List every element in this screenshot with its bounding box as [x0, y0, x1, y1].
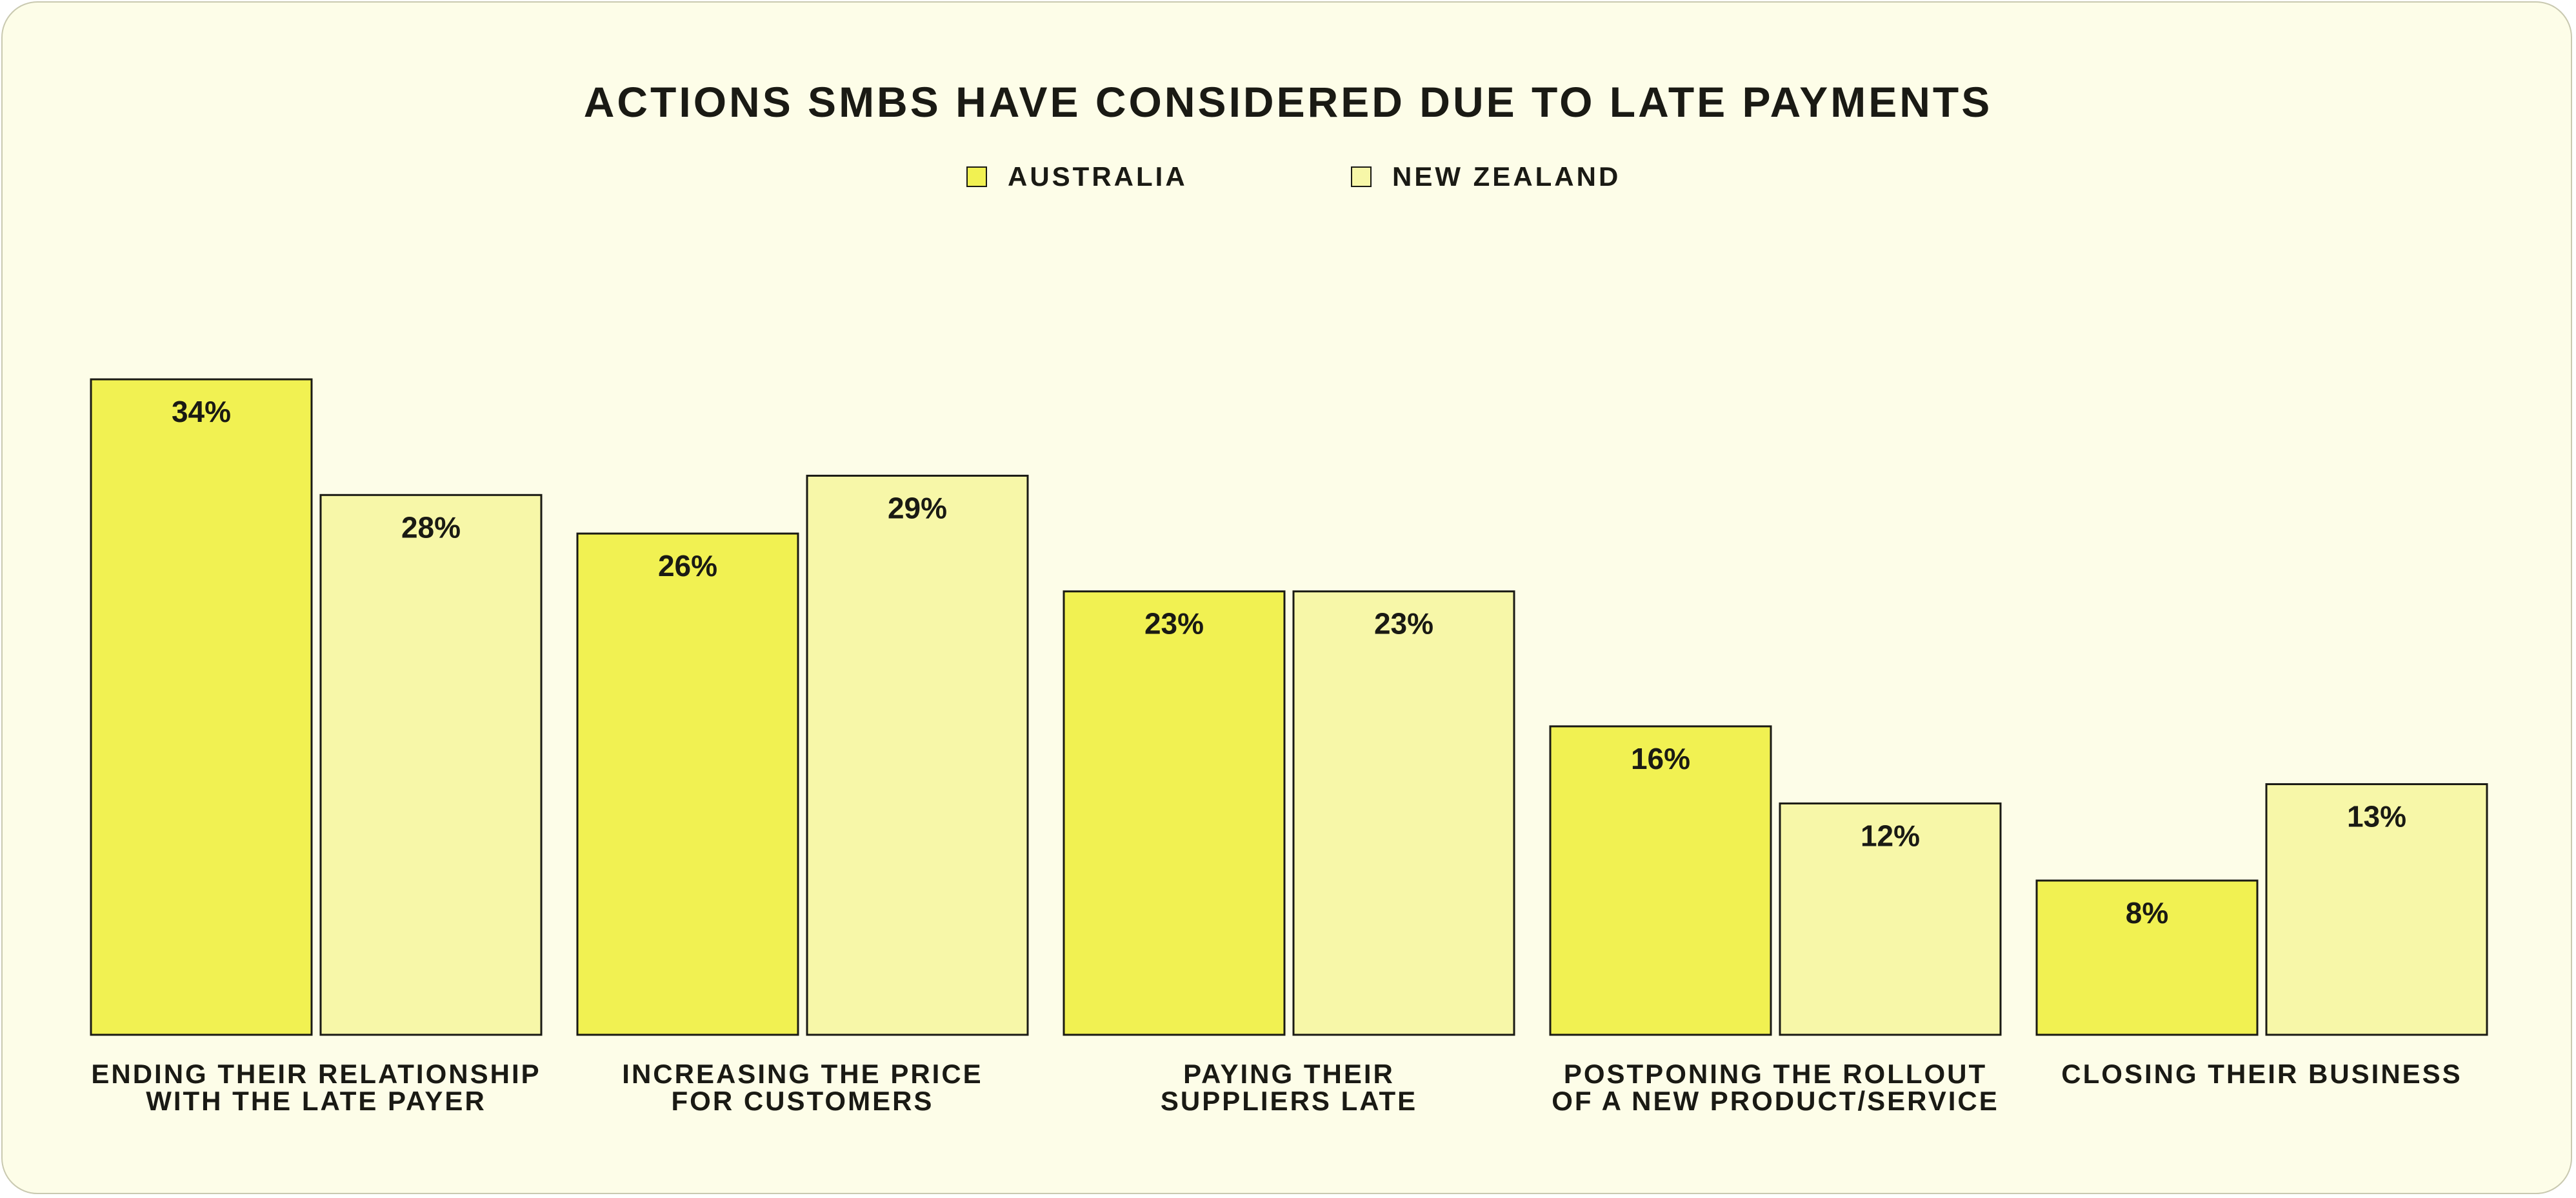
bar-new-zealand-1 — [319, 494, 543, 1036]
bar-australia-3 — [1063, 590, 1286, 1036]
bar-new-zealand-2 — [806, 474, 1029, 1036]
legend-swatch-new-zealand — [1351, 166, 1372, 187]
data-label-australia-4: 16% — [1631, 742, 1690, 775]
category-label-line: POSTPONING THE ROLLOUT — [1563, 1059, 1988, 1089]
category-label-line: INCREASING THE PRICE — [622, 1059, 983, 1089]
category-label-line: CLOSING THEIR BUSINESS — [2061, 1059, 2462, 1089]
bar-australia-2 — [576, 532, 799, 1036]
bar-australia-4 — [1549, 725, 1772, 1036]
data-label-australia-5: 8% — [2126, 896, 2168, 930]
data-label-australia-3: 23% — [1144, 607, 1204, 641]
category-label-5: CLOSING THEIR BUSINESS — [2017, 1061, 2507, 1088]
bar-plot: 34% 28% 26% 29% 23% 23% 16% 12% 8% 13% — [90, 378, 2488, 1036]
category-label-line: FOR CUSTOMERS — [671, 1086, 934, 1116]
category-label-3: PAYING THEIR SUPPLIERS LATE — [1044, 1061, 1534, 1115]
bar-australia-1 — [90, 378, 313, 1036]
data-label-new-zealand-5: 13% — [2347, 800, 2406, 834]
data-label-australia-1: 34% — [172, 395, 231, 428]
category-label-2: INCREASING THE PRICE FOR CUSTOMERS — [557, 1061, 1048, 1115]
legend-swatch-australia — [966, 166, 987, 187]
data-label-new-zealand-3: 23% — [1374, 607, 1433, 641]
category-label-line: WITH THE LATE PAYER — [146, 1086, 486, 1116]
data-label-australia-2: 26% — [658, 549, 717, 583]
category-label-4: POSTPONING THE ROLLOUT OF A NEW PRODUCT/S… — [1530, 1061, 2021, 1115]
category-label-line: SUPPLIERS LATE — [1160, 1086, 1418, 1116]
bar-new-zealand-5 — [2265, 783, 2488, 1036]
data-label-new-zealand-2: 29% — [888, 491, 947, 524]
legend-label-australia: AUSTRALIA — [1008, 161, 1188, 192]
category-label-line: ENDING THEIR RELATIONSHIP — [91, 1059, 541, 1089]
category-label-1: ENDING THEIR RELATIONSHIP WITH THE LATE P… — [71, 1061, 561, 1115]
bar-new-zealand-3 — [1292, 590, 1515, 1036]
legend-label-new-zealand: NEW ZEALAND — [1392, 161, 1621, 192]
bar-australia-5 — [2035, 879, 2259, 1036]
data-label-new-zealand-1: 28% — [401, 510, 461, 544]
legend-item-australia: AUSTRALIA — [966, 161, 1188, 193]
legend: AUSTRALIA NEW ZEALAND — [3, 161, 2573, 193]
chart-title: ACTIONS SMBS HAVE CONSIDERED DUE TO LATE… — [583, 78, 1993, 126]
legend-item-new-zealand: NEW ZEALAND — [1351, 161, 1621, 193]
data-label-new-zealand-4: 12% — [1861, 819, 1920, 852]
category-label-line: PAYING THEIR — [1183, 1059, 1395, 1089]
category-label-line: OF A NEW PRODUCT/SERVICE — [1552, 1086, 1999, 1116]
bar-new-zealand-4 — [1779, 802, 2002, 1036]
